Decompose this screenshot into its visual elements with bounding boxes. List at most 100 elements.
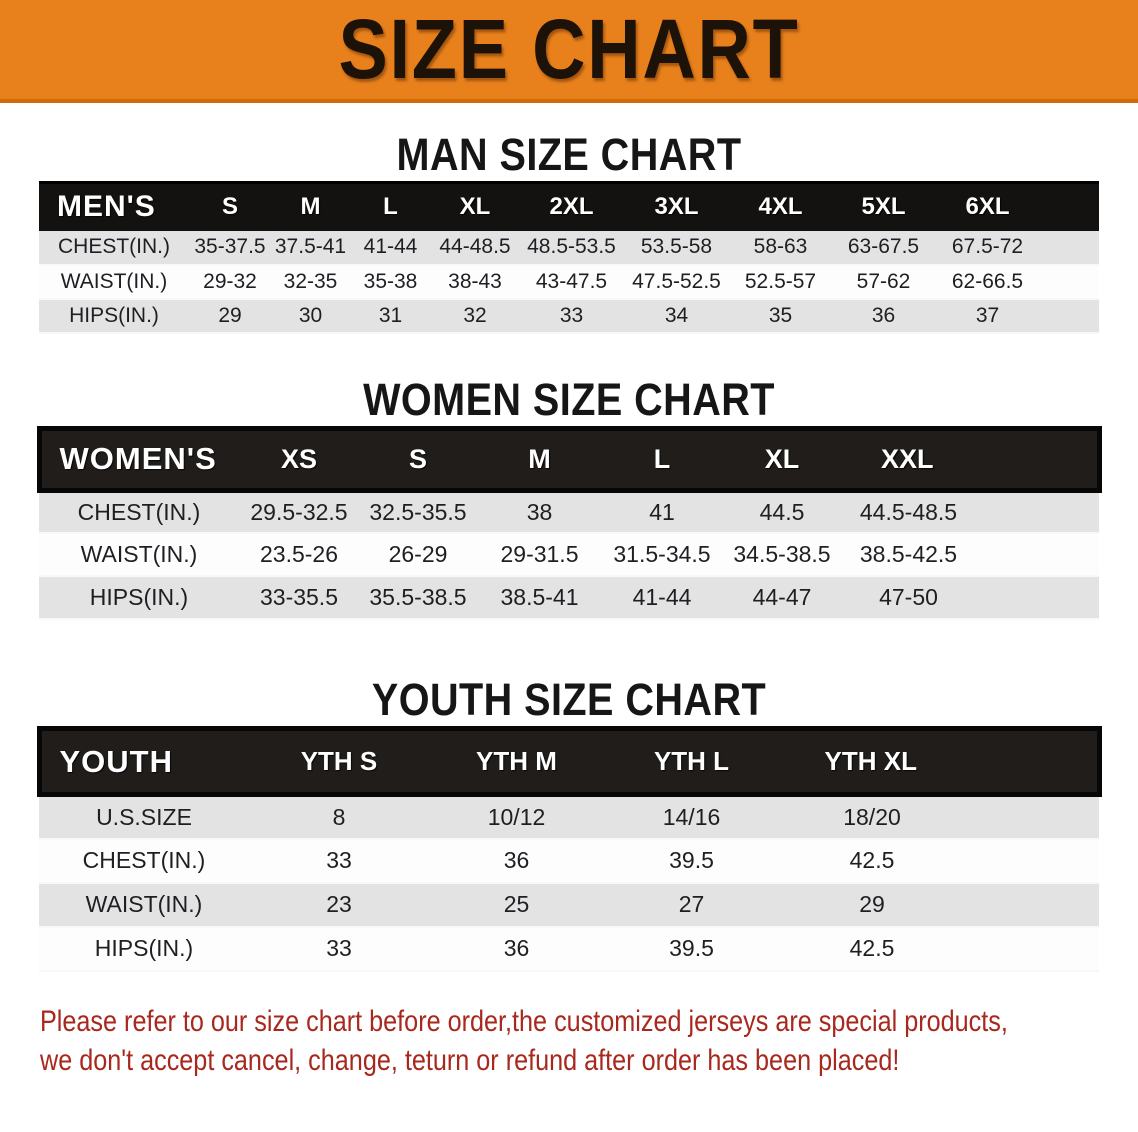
cell: 18/20 — [843, 803, 901, 830]
cell: 10/12 — [487, 803, 546, 830]
size-col-header: 6XL — [935, 181, 1099, 231]
row-label: HIPS(IN.) — [69, 303, 159, 327]
table-row: WAIST(IN.) 29-32 32-35 35-38 38-43 43-47… — [39, 264, 1099, 299]
row-label: WAIST(IN.) — [80, 541, 198, 567]
row-label: WAIST(IN.) — [85, 891, 203, 917]
cell: 23 — [326, 891, 352, 917]
cell: 32.5-35.5 — [369, 498, 467, 525]
size-col-header: XL — [431, 181, 519, 231]
cell: 34 — [664, 303, 689, 327]
cell: 38-43 — [448, 269, 502, 293]
cell: 14/16 — [662, 803, 721, 830]
cell: 25 — [503, 891, 530, 917]
cell: 47.5-52.5 — [632, 269, 721, 293]
cell: 58-63 — [753, 235, 808, 258]
table-row: HIPS(IN.) 33 36 39.5 42.5 — [39, 926, 1099, 971]
cell: 35-37.5 — [194, 235, 266, 258]
order-policy-note-line-1: Please refer to our size chart before or… — [40, 1004, 1008, 1038]
size-col-header: YTH XL — [779, 726, 1102, 797]
cell: 8 — [332, 803, 346, 830]
size-col-header: 4XL — [729, 181, 832, 231]
size-col-header: 3XL — [624, 181, 729, 231]
size-col-header: M — [271, 181, 350, 231]
cell: 31 — [378, 303, 403, 327]
cell: 29-32 — [203, 269, 257, 293]
cell: 44-47 — [752, 584, 812, 610]
row-label: CHEST(IN.) — [82, 847, 206, 873]
table-row: HIPS(IN.) 33-35.5 35.5-38.5 38.5-41 41-4… — [39, 576, 1099, 619]
cell: 32 — [463, 303, 487, 327]
size-chart-banner: SIZE CHART — [0, 0, 1138, 103]
cell: 29 — [218, 303, 242, 327]
cell: 41-44 — [363, 235, 418, 258]
cell: 26-29 — [388, 541, 448, 567]
cell: 41 — [649, 498, 675, 525]
man-size-chart-heading: MAN SIZE CHART — [0, 129, 1138, 181]
row-label: HIPS(IN.) — [89, 584, 189, 610]
size-col-header: YTH S — [249, 726, 429, 797]
cell: 33 — [326, 935, 352, 961]
cell: 29.5-32.5 — [250, 498, 348, 525]
cell: 44.5-48.5 — [859, 498, 958, 525]
cell: 35.5-38.5 — [369, 584, 467, 610]
cell: 47-50 — [879, 584, 938, 610]
cell: 36 — [503, 847, 530, 873]
cell: 31.5-34.5 — [613, 541, 711, 567]
order-policy-note: Please refer to our size chart before or… — [40, 1002, 1138, 1082]
cell: 53.5-58 — [640, 235, 713, 258]
youth-header-row: YOUTH YTH S YTH M YTH L YTH XL — [36, 726, 1102, 797]
cell: 37 — [975, 303, 1000, 327]
mens-group-label: MEN'S — [39, 181, 189, 231]
size-col-header: 2XL — [519, 181, 624, 231]
cell: 23.5-26 — [259, 541, 338, 567]
cell: 36 — [871, 303, 896, 327]
cell: 43-47.5 — [535, 269, 608, 293]
mens-size-table: MEN'S S M L XL 2XL 3XL 4XL 5XL 6XL CHEST… — [39, 181, 1099, 334]
size-col-header: S — [359, 425, 477, 493]
row-label: CHEST(IN.) — [77, 498, 201, 525]
table-row: WAIST(IN.) 23 25 27 29 — [39, 882, 1099, 927]
table-row: CHEST(IN.) 33 36 39.5 42.5 — [39, 838, 1099, 883]
row-label: U.S.SIZE — [96, 803, 192, 830]
row-label: CHEST(IN.) — [58, 235, 170, 258]
youth-size-chart-heading: YOUTH SIZE CHART — [0, 674, 1138, 726]
size-col-header: S — [189, 181, 271, 231]
size-col-header: YTH L — [604, 726, 779, 797]
cell: 29 — [859, 891, 885, 917]
youth-group-label: YOUTH — [36, 726, 249, 797]
cell: 63-67.5 — [847, 235, 920, 258]
cell: 39.5 — [669, 847, 714, 873]
size-col-header: M — [477, 425, 602, 493]
cell: 38.5-42.5 — [859, 541, 958, 567]
table-row: HIPS(IN.) 29 30 31 32 33 34 35 36 37 — [39, 298, 1099, 333]
size-col-header: 5XL — [832, 181, 935, 231]
cell: 62-66.5 — [951, 269, 1024, 293]
women-size-chart-heading: WOMEN SIZE CHART — [0, 374, 1138, 426]
womens-header-row: WOMEN'S XS S M L XL XXL — [36, 425, 1102, 493]
size-col-header: XS — [239, 425, 359, 493]
womens-group-label: WOMEN'S — [36, 425, 239, 493]
cell: 35 — [768, 303, 793, 327]
table-row: WAIST(IN.) 23.5-26 26-29 29-31.5 31.5-34… — [39, 533, 1099, 576]
youth-size-table: YOUTH YTH S YTH M YTH L YTH XL U.S.SIZE … — [36, 726, 1102, 972]
table-row: CHEST(IN.) 29.5-32.5 32.5-35.5 38 41 44.… — [39, 490, 1099, 533]
size-col-header: XL — [722, 425, 842, 493]
youth-size-chart-heading-text: YOUTH SIZE CHART — [371, 674, 767, 725]
order-policy-note-line-2: we don't accept cancel, change, teturn o… — [40, 1044, 900, 1078]
size-col-header: L — [602, 425, 722, 493]
cell: 38.5-41 — [500, 584, 579, 610]
banner-title: SIZE CHART — [338, 2, 800, 96]
size-col-header: YTH M — [429, 726, 604, 797]
size-col-header: XXL — [842, 425, 1102, 493]
cell: 30 — [298, 303, 323, 327]
table-row: CHEST(IN.) 35-37.5 37.5-41 41-44 44-48.5… — [39, 230, 1099, 265]
cell: 44.5 — [759, 498, 805, 525]
cell: 35-38 — [363, 269, 418, 293]
cell: 29-31.5 — [500, 541, 579, 567]
cell: 36 — [503, 935, 530, 961]
cell: 48.5-53.5 — [527, 235, 616, 258]
cell: 32-35 — [283, 269, 338, 293]
size-col-header: L — [350, 181, 431, 231]
table-row: U.S.SIZE 8 10/12 14/16 18/20 — [39, 794, 1099, 839]
cell: 42.5 — [849, 847, 895, 873]
